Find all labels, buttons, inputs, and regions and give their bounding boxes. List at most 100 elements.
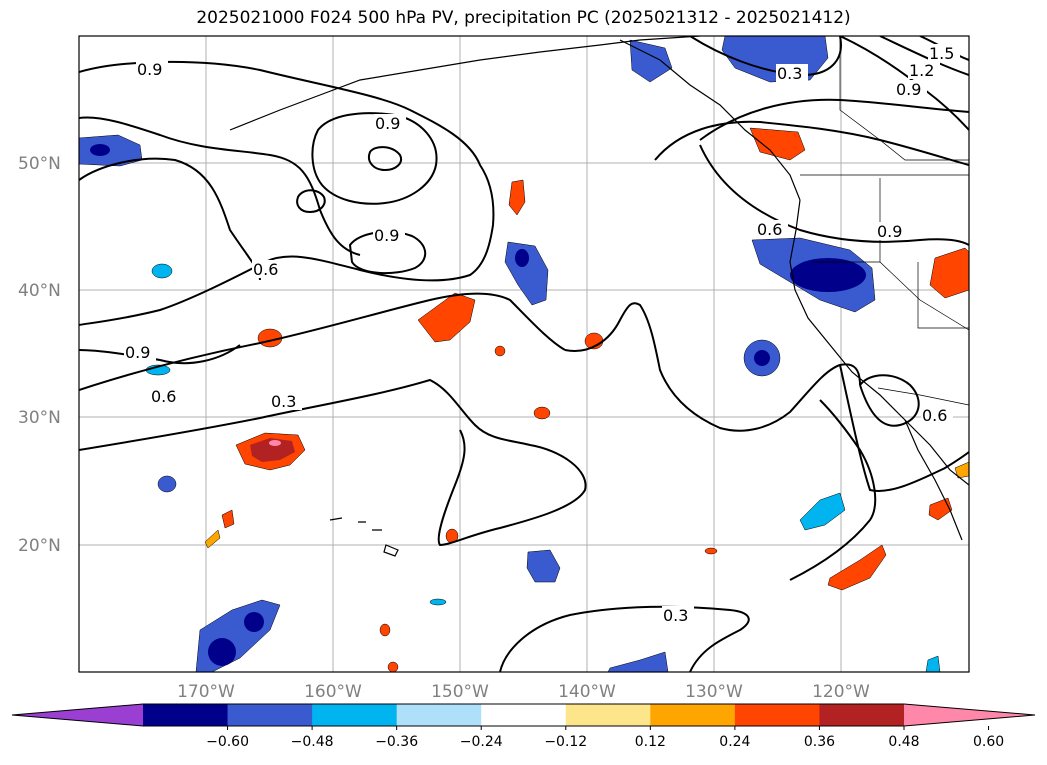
neg-patch-corner xyxy=(925,655,941,672)
lon-label: 170°W xyxy=(177,682,235,702)
contour-label: 0.6 xyxy=(253,260,278,279)
mexico-border xyxy=(877,387,969,406)
baja-coast xyxy=(904,419,963,541)
colorbar-bin xyxy=(819,704,905,726)
colorbar-extend-low xyxy=(12,704,143,726)
contour-03-east xyxy=(564,302,861,432)
lon-label: 160°W xyxy=(304,682,362,702)
colorbar-tick-label: 0.60 xyxy=(973,734,1004,750)
contour-label: 0.9 xyxy=(896,80,921,99)
contour-09-small2 xyxy=(296,189,326,214)
neg-patch-bottom xyxy=(607,651,669,672)
contour-06 xyxy=(79,116,361,281)
contour-labels: 0.9 0.9 0.9 0.6 0.9 0.6 0.3 0.6 0.9 0.3 … xyxy=(124,44,960,625)
neg-patch-sw-core2 xyxy=(244,612,264,632)
pos-patch-bc xyxy=(749,127,806,161)
colorbar-tick-label: −0.12 xyxy=(544,734,587,750)
colorbar: −0.60 −0.48 −0.36 −0.24 −0.12 0.12 0.24 0.36 0.4… xyxy=(11,703,1036,750)
colorbar-tick-label: 0.24 xyxy=(719,734,750,750)
lat-label: 20°N xyxy=(18,536,61,556)
lon-label: 130°W xyxy=(685,682,743,702)
contour-label: 1.5 xyxy=(929,44,954,63)
contour-label: 0.9 xyxy=(375,114,400,133)
contour-label: 1.2 xyxy=(909,61,934,80)
contour-label: 0.3 xyxy=(271,392,296,411)
contour-09-north xyxy=(79,60,495,326)
pos-patch-small-h xyxy=(704,547,718,555)
pos-patch-hawaii-n-core xyxy=(250,438,295,462)
colorbar-bin xyxy=(565,704,651,726)
lat-label: 40°N xyxy=(18,281,61,301)
neg-patch-se xyxy=(799,492,846,531)
contour-label: 0.3 xyxy=(777,64,802,83)
pos-patch-small-c xyxy=(533,406,551,420)
lon-label: 150°W xyxy=(431,682,489,702)
pv-contours xyxy=(79,36,969,672)
contour-03 xyxy=(79,378,587,547)
coastlines xyxy=(229,36,969,557)
colorbar-bin xyxy=(312,704,398,726)
pos-patch-baja xyxy=(954,461,969,479)
pos-patch-se-long xyxy=(827,544,887,591)
neg-patch-small-1-core xyxy=(754,350,770,366)
neg-patch-small-2 xyxy=(151,263,173,279)
colorbar-outline xyxy=(11,703,1036,727)
neg-patch-south xyxy=(526,549,561,583)
contour-03-south xyxy=(499,605,750,672)
colorbar-tick-label: −0.48 xyxy=(291,734,334,750)
colorbar-tick-label: −0.60 xyxy=(206,734,249,750)
pos-patch-small-g xyxy=(387,661,399,672)
neg-patch-mid-core xyxy=(515,249,529,267)
pos-patch-mid-1 xyxy=(417,292,476,343)
contour-09-small xyxy=(368,146,402,172)
gridlines xyxy=(79,36,969,672)
hawaii-islands xyxy=(329,517,399,557)
contour-label: 0.9 xyxy=(374,226,399,245)
latitude-labels: 50°N 40°N 30°N 20°N xyxy=(18,154,61,556)
lon-label: 140°W xyxy=(558,682,616,702)
neg-patch-small-4 xyxy=(157,475,177,493)
neg-patch-nw-core xyxy=(90,144,110,156)
colorbar-extend-high xyxy=(904,704,1035,726)
contour-label: 0.3 xyxy=(663,606,688,625)
colorbar-tick-label: 0.12 xyxy=(635,734,666,750)
pos-patch-sw-2 xyxy=(204,529,221,549)
us-west-coast xyxy=(789,199,969,486)
contour-label: 0.9 xyxy=(125,343,150,362)
pos-patch-mid-2 xyxy=(508,179,526,216)
contour-06-east xyxy=(654,120,969,246)
contour-label: 0.9 xyxy=(877,222,902,241)
contour-south-loop xyxy=(789,399,877,581)
lat-label: 50°N xyxy=(18,154,61,174)
pos-patch-small-d xyxy=(494,345,506,357)
contour-09-inner xyxy=(311,112,438,205)
contour-label: 0.6 xyxy=(922,406,947,425)
colorbar-bin xyxy=(650,704,736,726)
colorbar-bin xyxy=(481,704,567,726)
nv-ut-border xyxy=(917,262,969,329)
pos-patch-small-f xyxy=(379,623,391,637)
political-borders xyxy=(800,36,969,406)
contour-label: 0.9 xyxy=(137,60,162,79)
colorbar-bin xyxy=(396,704,482,726)
contour-label: 0.6 xyxy=(757,220,782,239)
bc-coast xyxy=(619,39,801,201)
pos-patch-hawaii-n-peak xyxy=(269,440,281,446)
colorbar-tick-label: −0.36 xyxy=(375,734,418,750)
pos-patch-nevada xyxy=(929,247,969,299)
lon-label: 120°W xyxy=(812,682,870,702)
neg-patch-tiny xyxy=(429,598,447,606)
contour-09-west xyxy=(79,344,241,365)
neg-patch-sw-core xyxy=(208,638,236,666)
ca-nv-border xyxy=(879,178,969,331)
colorbar-tick-label: −0.24 xyxy=(460,734,503,750)
alaska-coast xyxy=(229,36,701,131)
colorbar-bin xyxy=(227,704,313,726)
colorbar-tick-label: 0.36 xyxy=(804,734,835,750)
colorbar-tick-label: 0.48 xyxy=(888,734,919,750)
contour-06-mid xyxy=(79,292,566,391)
lat-label: 30°N xyxy=(18,408,61,428)
colorbar-bin xyxy=(143,704,229,726)
map-title: 2025021000 F024 500 hPa PV, precipitatio… xyxy=(196,8,851,28)
